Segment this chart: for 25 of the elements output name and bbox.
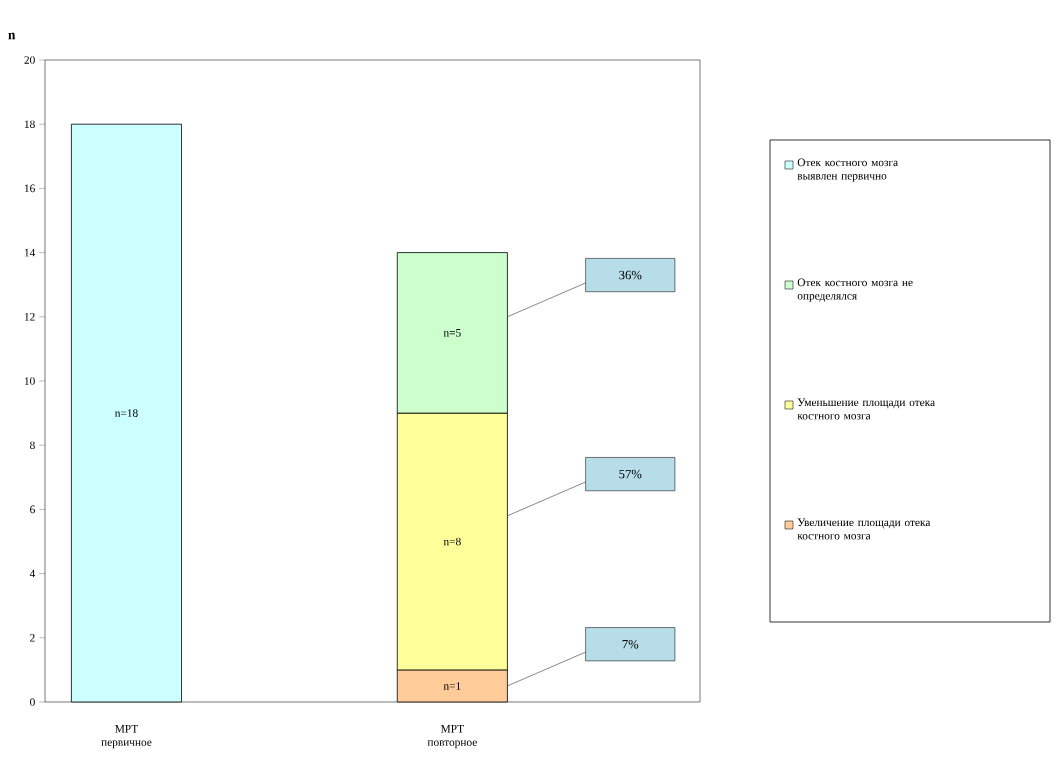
y-tick-label: 16 [24,184,35,193]
data-label: n=1 [443,682,461,690]
x-tick-label: МРТ первичное [101,725,152,749]
data-label: n=8 [443,537,461,546]
y-tick-label: 2 [30,634,35,642]
annotation: 36% [619,270,642,280]
legend-label: Отек костного мозга не определялся [797,278,913,302]
annotation: 7% [622,639,639,649]
y-tick-label: 14 [24,248,36,257]
y-tick-label: 10 [24,377,35,385]
data-label: n=5 [443,329,461,337]
y-axis-title: n [8,32,16,40]
legend-label: Отек костного мозга выявлен первично [797,158,898,182]
y-tick-label: 4 [29,569,36,578]
data-label: n=18 [115,409,138,417]
legend-label: Увеличение площади отека костного мозга [797,518,931,540]
y-tick-label: 8 [30,441,35,450]
y-tick-label: 6 [30,505,35,514]
y-tick-label: 0 [30,698,35,706]
y-tick-label: 12 [24,313,35,321]
annotation: 57% [619,469,642,479]
y-tick-label: 20 [24,56,35,64]
legend-label: Уменьшение площади отека костного мозга [797,398,935,420]
x-tick-label: МРТ повторное [427,725,477,749]
y-tick-label: 18 [24,120,35,129]
